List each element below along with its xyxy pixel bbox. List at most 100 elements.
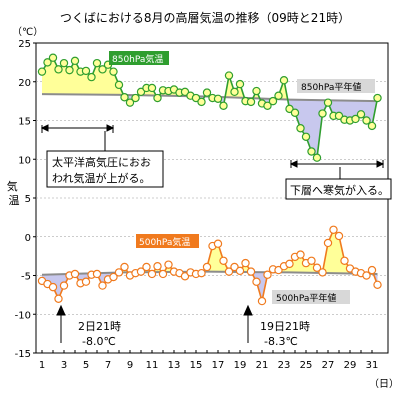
annotation-pacific-high: 太平洋高気圧におお われ気温が上がる。 xyxy=(46,150,164,188)
s850-point xyxy=(54,65,63,74)
y-tick-label: 10 xyxy=(18,155,31,166)
s500-point xyxy=(197,268,206,278)
s850-anomaly-fill xyxy=(80,70,86,95)
x-unit-label: （日） xyxy=(369,378,399,390)
s850-point xyxy=(252,86,261,96)
s850-point xyxy=(224,71,234,80)
s500-point xyxy=(114,268,124,277)
x-tick-label: 17 xyxy=(212,360,225,371)
s500-point xyxy=(274,265,283,275)
s850-point xyxy=(219,101,228,110)
s500-point xyxy=(307,256,316,265)
s850-point xyxy=(318,109,327,118)
s500-point xyxy=(373,280,382,289)
s500-point xyxy=(334,231,344,241)
label-500-normal: 500hPa平年値 xyxy=(272,290,350,304)
s850-point xyxy=(235,79,245,89)
s850-point xyxy=(131,93,140,103)
x-tick-labels: 1 3 5 7 9 11 13 15 17 19 21 23 25 27 29 31 xyxy=(39,360,379,371)
annotation-min-19th-time: 19日21時 xyxy=(260,320,310,333)
s850-point xyxy=(114,80,124,90)
x-tick-label: 15 xyxy=(190,360,203,371)
arrow-min-19th xyxy=(243,304,253,343)
label-850-temp-text: 850hPa気温 xyxy=(112,53,163,65)
x-tick-label: 31 xyxy=(366,360,379,371)
s850-point xyxy=(136,87,146,97)
label-850-normal-text: 850hPa平年値 xyxy=(301,81,361,93)
s500-point xyxy=(81,277,91,286)
s850-point xyxy=(70,56,80,66)
s500-anomaly-fill xyxy=(212,243,218,272)
s850-point xyxy=(59,58,69,68)
x-tick-label: 19 xyxy=(234,360,247,371)
s500-point xyxy=(329,225,338,234)
s500-point xyxy=(246,267,256,276)
s850-point xyxy=(312,153,322,162)
s850-point xyxy=(197,97,206,107)
bracket-cold-air xyxy=(289,160,385,179)
s500-point xyxy=(158,269,168,279)
s500-point xyxy=(367,265,377,275)
x-tick-label: 7 xyxy=(105,360,111,371)
label-500-normal-text: 500hPa平年値 xyxy=(276,292,336,304)
s500-point xyxy=(180,272,190,281)
y-tick-label: -5 xyxy=(21,272,31,283)
s850-point xyxy=(279,75,289,85)
s500-point xyxy=(285,259,294,269)
s850-point xyxy=(153,93,162,103)
s850-point xyxy=(125,98,135,107)
s850-point xyxy=(307,147,316,156)
s500-point xyxy=(296,250,305,259)
annotation-min-2nd-time: 2日21時 xyxy=(78,320,121,333)
label-500-temp: 500hPa気温 xyxy=(136,234,199,248)
s500-point xyxy=(230,262,239,272)
y-tick-label: 5 xyxy=(25,194,31,205)
y-axis-label: 気 温 xyxy=(7,179,22,207)
s500-point xyxy=(219,256,228,265)
s850-point xyxy=(263,101,272,110)
s850-point xyxy=(296,124,305,133)
s500-point xyxy=(54,294,63,303)
s500-point xyxy=(48,282,58,292)
s500-point xyxy=(241,258,250,268)
series-markers xyxy=(37,53,382,306)
s850-point xyxy=(213,94,223,104)
label-850-normal: 850hPa平年値 xyxy=(297,79,375,93)
x-tick-label: 1 xyxy=(39,360,45,371)
x-tick-label: 11 xyxy=(146,360,159,371)
s850-point xyxy=(180,87,190,97)
s500-point xyxy=(213,239,223,248)
y-tick-label: -15 xyxy=(15,349,31,360)
s850-point xyxy=(362,116,371,125)
s850-point xyxy=(43,58,52,67)
annotation-min-19th-value: -8.3℃ xyxy=(264,335,298,348)
s850-point xyxy=(268,96,278,106)
x-tick-label: 13 xyxy=(168,360,181,371)
s850-anomaly-fill xyxy=(47,57,53,95)
s850-point xyxy=(87,72,96,82)
s500-point xyxy=(164,260,173,269)
s850-point xyxy=(81,66,91,76)
s500-point xyxy=(98,281,107,290)
annotation-pacific-high-line2: われ気温が上がる。 xyxy=(52,171,150,185)
label-500-temp-text: 500hPa気温 xyxy=(139,236,190,248)
s850-anomaly-fill xyxy=(311,99,317,158)
s850-point xyxy=(147,83,157,93)
y-tick-labels: -15 -10 -5 0 5 10 15 20 25 xyxy=(15,39,31,360)
x-tick-label: 27 xyxy=(322,360,335,371)
s500-point xyxy=(120,262,129,272)
y-tick-label: 15 xyxy=(18,117,31,128)
s850-point xyxy=(285,104,294,114)
s850-point xyxy=(356,110,366,119)
x-tick-label: 3 xyxy=(61,360,67,371)
arrow-min-2nd xyxy=(56,304,66,343)
s850-line xyxy=(41,56,379,160)
s500-point xyxy=(323,238,333,248)
s850-anomaly-fill xyxy=(344,100,350,121)
s500-point xyxy=(263,270,272,279)
s850-point xyxy=(373,93,382,103)
y-unit-label: （℃） xyxy=(12,26,43,38)
s500-point xyxy=(136,267,146,276)
annotation-pacific-high-line1: 太平洋高気圧におお xyxy=(52,155,151,169)
s500-point xyxy=(153,262,162,271)
